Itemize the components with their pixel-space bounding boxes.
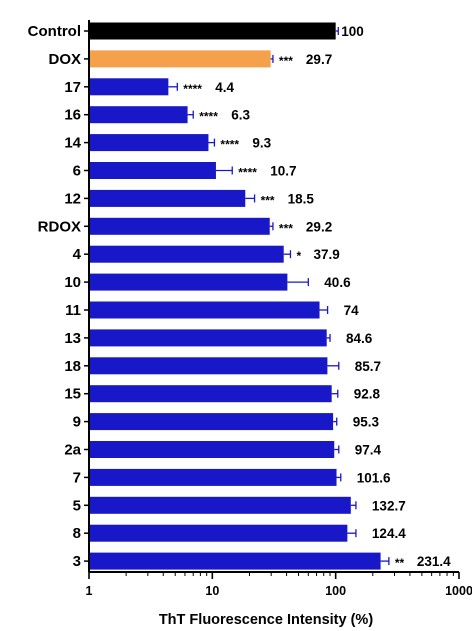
significance-label-17: **** bbox=[183, 82, 202, 96]
bar-5 bbox=[89, 496, 351, 514]
significance-label-4: * bbox=[296, 249, 301, 263]
bar-4 bbox=[89, 245, 284, 263]
value-label-12: 18.5 bbox=[288, 191, 315, 206]
category-label-8: 8 bbox=[73, 525, 81, 542]
bar-13 bbox=[89, 329, 327, 347]
value-label-16: 6.3 bbox=[231, 108, 250, 123]
value-label-14: 9.3 bbox=[252, 136, 271, 151]
x-axis-title: ThT Fluorescence Intensity (%) bbox=[159, 612, 373, 628]
category-label-9: 9 bbox=[73, 414, 81, 431]
bar-dox bbox=[89, 50, 271, 68]
category-label-14: 14 bbox=[64, 135, 81, 152]
value-label-13: 84.6 bbox=[346, 331, 373, 346]
bar-10 bbox=[89, 273, 288, 291]
bar-8 bbox=[89, 524, 348, 542]
value-label-3: 231.4 bbox=[417, 554, 451, 569]
value-label-8: 124.4 bbox=[372, 526, 406, 541]
category-label-4: 4 bbox=[73, 246, 82, 263]
category-label-6: 6 bbox=[73, 163, 81, 180]
bar-control bbox=[89, 22, 336, 40]
x-tick-label-1: 1 bbox=[86, 584, 93, 598]
category-label-5: 5 bbox=[73, 497, 81, 514]
bar-17 bbox=[89, 78, 169, 96]
bar-16 bbox=[89, 106, 188, 124]
value-label-18: 85.7 bbox=[355, 359, 381, 374]
category-label-16: 16 bbox=[64, 107, 81, 124]
category-label-dox: DOX bbox=[48, 51, 81, 68]
significance-label-6: **** bbox=[238, 166, 257, 180]
category-label-12: 12 bbox=[64, 190, 81, 207]
value-label-17: 4.4 bbox=[215, 80, 234, 95]
bar-6 bbox=[89, 162, 216, 179]
category-label-3: 3 bbox=[73, 553, 81, 570]
value-label-4: 37.9 bbox=[313, 247, 339, 262]
value-label-6: 10.7 bbox=[270, 164, 296, 179]
value-label-dox: 29.7 bbox=[306, 52, 332, 67]
bar-14 bbox=[89, 134, 209, 152]
bar-11 bbox=[89, 301, 320, 319]
value-label-2a: 97.4 bbox=[355, 443, 382, 458]
category-label-2a: 2a bbox=[64, 442, 81, 459]
bar-rdox bbox=[89, 217, 270, 235]
value-label-5: 132.7 bbox=[372, 498, 406, 513]
bar-7 bbox=[89, 468, 337, 486]
significance-label-rdox: *** bbox=[279, 221, 293, 235]
category-label-15: 15 bbox=[64, 386, 81, 403]
category-label-rdox: RDOX bbox=[38, 218, 81, 235]
bar-12 bbox=[89, 189, 246, 207]
x-tick-label-10: 10 bbox=[205, 584, 219, 598]
value-label-11: 74 bbox=[344, 303, 360, 318]
value-label-7: 101.6 bbox=[357, 470, 391, 485]
value-label-rdox: 29.2 bbox=[306, 219, 332, 234]
value-label-10: 40.6 bbox=[324, 275, 351, 290]
category-label-11: 11 bbox=[65, 302, 81, 319]
bar-15 bbox=[89, 385, 332, 403]
significance-label-16: **** bbox=[199, 110, 218, 124]
bar-3 bbox=[89, 552, 381, 570]
bar-2a bbox=[89, 441, 335, 458]
axes-layer: 1 10 100 1000 bbox=[84, 20, 472, 598]
significance-label-3: ** bbox=[395, 556, 405, 570]
x-tick-label-100: 100 bbox=[325, 584, 346, 598]
value-label-control: 100 bbox=[341, 24, 364, 39]
significance-label-12: *** bbox=[261, 193, 275, 207]
significance-label-14: **** bbox=[220, 138, 239, 152]
category-label-control: Control bbox=[28, 23, 81, 40]
significance-label-dox: *** bbox=[279, 54, 293, 68]
x-tick-label-1000: 1000 bbox=[445, 584, 472, 598]
category-label-17: 17 bbox=[64, 79, 81, 96]
value-label-9: 95.3 bbox=[353, 415, 380, 430]
category-label-13: 13 bbox=[64, 330, 81, 347]
category-label-18: 18 bbox=[64, 358, 81, 375]
bars-layer bbox=[89, 22, 390, 570]
category-label-10: 10 bbox=[64, 274, 81, 291]
category-label-7: 7 bbox=[73, 469, 81, 486]
bar-18 bbox=[89, 357, 328, 375]
bar-9 bbox=[89, 413, 334, 431]
value-label-15: 92.8 bbox=[354, 387, 381, 402]
